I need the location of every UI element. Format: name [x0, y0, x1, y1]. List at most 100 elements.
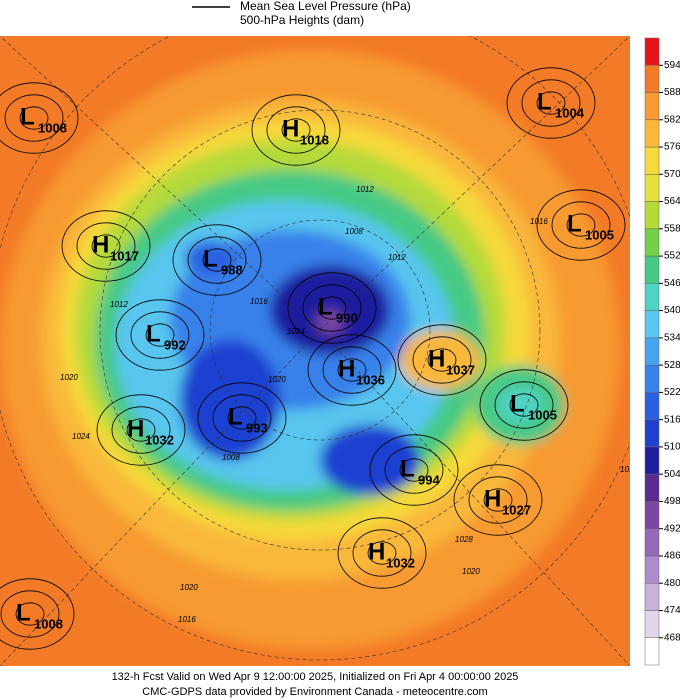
colorbar-swatch [644, 228, 660, 257]
colorbar-swatch [644, 201, 660, 230]
latitude-circles [0, 36, 630, 666]
isobar [479, 369, 569, 441]
isobar [19, 106, 49, 130]
isobar [506, 67, 596, 139]
contour-label: 1016 [250, 297, 268, 306]
contour-label: 1012 [356, 185, 374, 194]
center-letter: L [203, 245, 218, 272]
colorbar-label: 588 [664, 87, 680, 98]
center-value: 1005 [528, 407, 557, 422]
colorbar-swatch [644, 174, 660, 202]
isobar [91, 234, 121, 258]
contour-label: 1008 [345, 227, 363, 236]
colorbar-label: 516 [664, 414, 680, 425]
height-fields [0, 50, 620, 650]
isobar [412, 336, 472, 384]
colorbar-swatch [644, 582, 660, 611]
colorbar-swatch [644, 255, 660, 284]
center-value: 1037 [446, 362, 475, 377]
colorbar-label: 558 [664, 223, 680, 234]
colorbar-label: 468 [664, 632, 680, 643]
isobar [536, 91, 566, 115]
center-letter: H [127, 415, 144, 442]
center-value: 1004 [555, 105, 585, 120]
colorbar-label: 480 [664, 578, 680, 589]
isobar [111, 406, 171, 454]
colorbar-swatch [644, 501, 660, 529]
isobar [281, 118, 311, 142]
isobar [367, 541, 397, 565]
isobar [126, 418, 156, 442]
center-letter: L [567, 210, 582, 237]
colorbar-label: 486 [664, 551, 680, 562]
isobar [397, 324, 487, 396]
contour-label: 1016 [178, 615, 196, 624]
colorbar-swatch [644, 637, 660, 666]
colorbar-label: 474 [664, 605, 680, 616]
contour-label: 1020 [60, 373, 78, 382]
colorbar-swatch [644, 283, 660, 311]
isobar [384, 446, 444, 494]
center-value: 992 [164, 337, 186, 352]
legend-fill-label: 500-hPa Heights (dam) [240, 13, 364, 27]
center-value: 1032 [145, 432, 174, 447]
contour-label: 1016 [530, 217, 548, 226]
isobar [4, 94, 64, 142]
center-letter: L [20, 103, 35, 130]
isobar [287, 272, 377, 344]
center-value: 990 [336, 310, 358, 325]
center-letter: L [400, 455, 415, 482]
isobar [494, 381, 554, 429]
isobars [0, 67, 626, 650]
contour-label: 1012 [110, 300, 128, 309]
center-letter: H [428, 345, 445, 372]
colorbar-label: 492 [664, 523, 680, 534]
center-value: 1017 [110, 248, 139, 263]
colorbar-swatch [644, 92, 660, 121]
isobar [212, 394, 272, 442]
colorbar-swatch [644, 119, 660, 148]
center-letter: L [537, 88, 552, 115]
isobar [0, 578, 75, 650]
colorbar-swatch [644, 65, 660, 93]
colorbar-swatch [644, 310, 660, 339]
isobar [566, 213, 596, 237]
isobar [251, 94, 341, 166]
center-value: 1018 [300, 132, 329, 147]
colorbar-swatch [644, 364, 660, 393]
contour-label: 1008 [222, 453, 240, 462]
isobar [227, 406, 257, 430]
colorbar-label: 564 [664, 196, 680, 207]
contour-label: 1020 [268, 375, 286, 384]
isobar [427, 348, 457, 372]
center-value: 1032 [386, 555, 415, 570]
center-letter: L [318, 293, 333, 320]
colorbar-label: 570 [664, 169, 680, 180]
colorbar-label: 540 [664, 305, 680, 316]
center-letter: H [282, 115, 299, 142]
colorbar: 468 474 480 486 492 498 504 510 516 522 528 534 540 5… [644, 37, 680, 666]
isobar [172, 224, 262, 296]
center-letter: H [92, 231, 109, 258]
colorbar-label: 528 [664, 360, 680, 371]
footer-credit: CMC-GDPS data provided by Environment Ca… [142, 686, 487, 698]
contour-label: 1024 [72, 432, 90, 441]
colorbar-swatch [644, 392, 660, 420]
colorbar-swatch [644, 446, 660, 475]
center-letter: H [484, 485, 501, 512]
isobar [76, 222, 136, 270]
colorbar-label: 522 [664, 387, 680, 398]
colorbar-swatch [644, 528, 660, 557]
center-value: 988 [221, 262, 243, 277]
isobar [453, 464, 543, 536]
colorbar-label: 576 [664, 142, 680, 153]
colorbar-label: 498 [664, 496, 680, 507]
isobar [197, 382, 287, 454]
contour-label: 1028 [455, 535, 473, 544]
legend-line-label: Mean Sea Level Pressure (hPa) [240, 0, 411, 13]
contour-label: 1020 [462, 567, 480, 576]
center-value: 1008 [38, 120, 67, 135]
isobar [266, 106, 326, 154]
